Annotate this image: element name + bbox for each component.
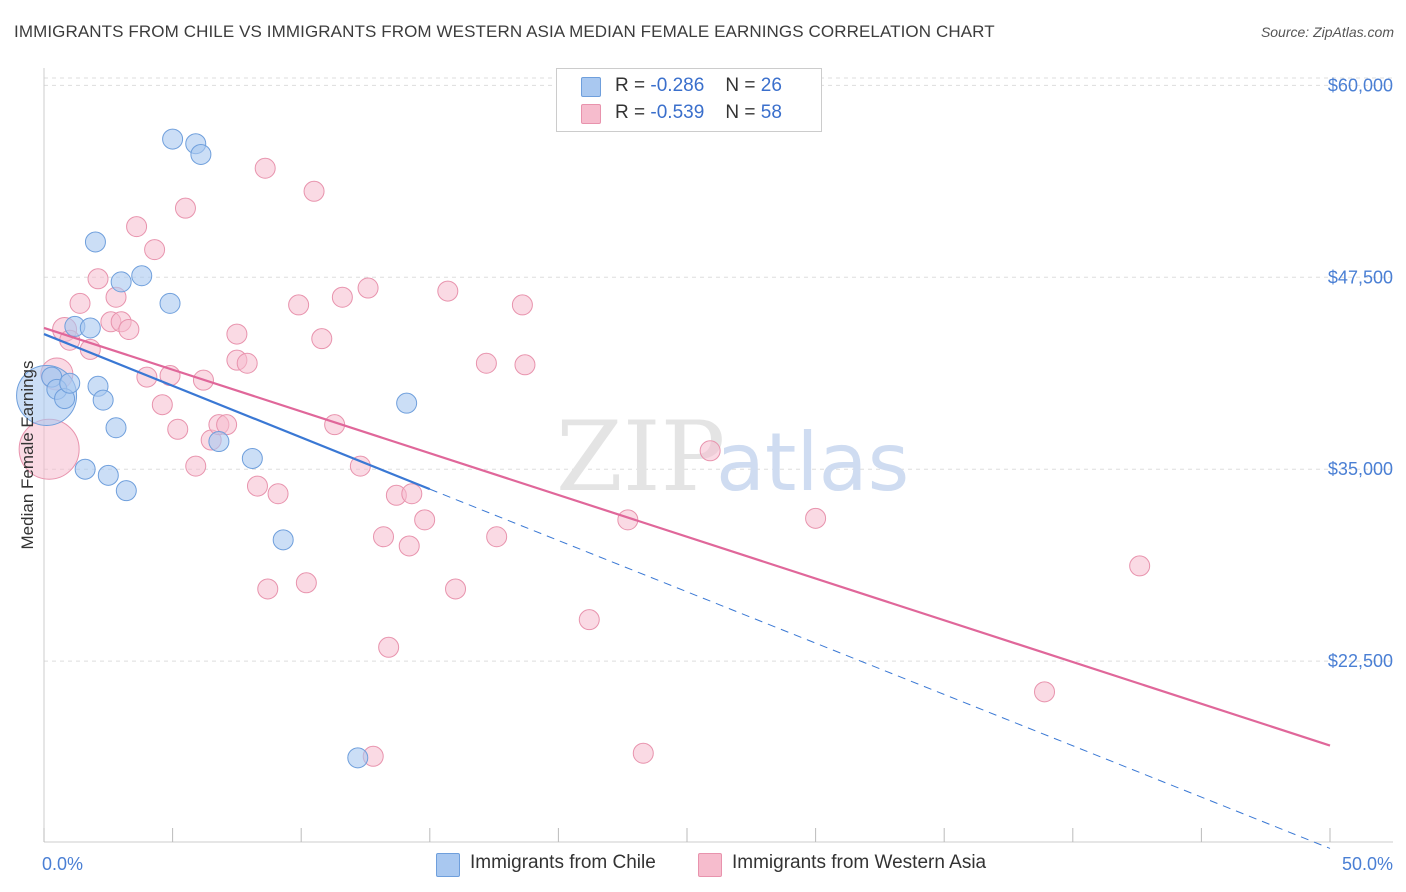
y-tick-label: $60,000 — [1328, 75, 1393, 95]
bottom-legend-swatch-wasia — [698, 853, 722, 877]
trend-line-chile-extension — [429, 488, 1331, 849]
data-point-western-asia — [632, 742, 654, 764]
trend-lines — [43, 326, 1331, 849]
data-point-western-asia — [126, 216, 148, 238]
data-point-chile — [162, 128, 184, 150]
data-point-western-asia — [414, 509, 436, 531]
data-point-western-asia — [445, 578, 467, 600]
data-point-western-asia — [226, 323, 248, 345]
data-point-western-asia — [174, 197, 196, 219]
data-point-chile — [92, 389, 114, 411]
legend-wasia-r-label: R = — [615, 102, 646, 123]
data-point-western-asia — [398, 535, 420, 557]
data-point-western-asia — [699, 440, 721, 462]
data-point-chile — [396, 392, 418, 414]
data-point-chile — [84, 231, 106, 253]
x-tick-label: 0.0% — [42, 854, 83, 874]
data-point-western-asia — [437, 280, 459, 302]
data-point-chile — [131, 265, 153, 287]
data-point-western-asia — [311, 328, 333, 350]
data-point-western-asia — [151, 394, 173, 416]
data-point-chile — [241, 447, 263, 469]
data-point-western-asia — [805, 507, 827, 529]
data-point-western-asia — [254, 157, 276, 179]
data-point-western-asia — [295, 572, 317, 594]
watermark-atlas: atlas — [716, 416, 909, 509]
data-point-western-asia — [303, 180, 325, 202]
data-point-western-asia — [1129, 555, 1151, 577]
legend-chile-n-label: N = — [725, 75, 756, 96]
data-point-chile — [105, 417, 127, 439]
legend-chile-n-value: 26 — [760, 75, 782, 96]
data-point-western-asia — [373, 526, 395, 548]
data-point-western-asia — [357, 277, 379, 299]
data-point-western-asia — [87, 268, 109, 290]
data-point-western-asia — [1034, 681, 1056, 703]
y-tick-label: $35,000 — [1328, 459, 1393, 479]
legend-wasia-r-value: -0.539 — [650, 102, 705, 123]
watermark-zip: ZIP — [556, 401, 725, 513]
trend-line-chile — [43, 333, 431, 491]
data-point-western-asia — [578, 609, 600, 631]
y-tick-label: $47,500 — [1328, 267, 1393, 287]
data-point-western-asia — [514, 354, 536, 376]
data-point-western-asia — [288, 294, 310, 316]
correlation-legend: R = -0.286 N = 26 R = -0.539 N = 58 — [556, 68, 822, 132]
chart-title: IMMIGRANTS FROM CHILE VS IMMIGRANTS FROM… — [14, 22, 995, 41]
legend-wasia-n-value: 58 — [760, 102, 782, 123]
data-point-western-asia — [401, 483, 423, 505]
series-chile-points — [16, 128, 418, 769]
data-point-western-asia — [136, 366, 158, 388]
y-axis-label: Median Female Earnings — [18, 361, 37, 550]
legend-wasia-n-label: N = — [725, 102, 756, 123]
trend-line-western-asia — [43, 326, 1331, 747]
bottom-legend-label-chile: Immigrants from Chile — [470, 852, 656, 873]
data-point-chile — [74, 458, 96, 480]
data-point-western-asia — [69, 292, 91, 314]
x-tick-label: 50.0% — [1342, 854, 1393, 874]
data-point-chile — [59, 372, 81, 394]
data-point-chile — [115, 480, 137, 502]
legend-chile-r-label: R = — [615, 75, 646, 96]
data-point-western-asia — [486, 526, 508, 548]
data-point-western-asia — [236, 352, 258, 374]
data-point-western-asia — [167, 418, 189, 440]
data-point-western-asia — [378, 636, 400, 658]
data-point-western-asia — [267, 483, 289, 505]
source-credit: Source: ZipAtlas.com — [1260, 24, 1394, 40]
data-point-western-asia — [475, 352, 497, 374]
y-tick-label: $22,500 — [1328, 651, 1393, 671]
data-point-western-asia — [246, 475, 268, 497]
watermark: ZIP atlas — [556, 401, 909, 513]
data-point-chile — [208, 431, 230, 453]
data-point-western-asia — [331, 286, 353, 308]
data-point-chile — [347, 747, 369, 769]
data-point-chile — [110, 271, 132, 293]
bottom-legend-label-wasia: Immigrants from Western Asia — [732, 852, 987, 873]
legend-chile-r-value: -0.286 — [650, 75, 705, 96]
data-point-chile — [79, 317, 101, 339]
bottom-legend-swatch-chile — [436, 853, 460, 877]
data-point-chile — [97, 464, 119, 486]
legend-swatch-chile — [581, 77, 601, 97]
x-tick-labels: 0.0% 50.0% — [42, 854, 1393, 874]
data-point-western-asia — [118, 318, 140, 340]
data-point-chile — [190, 143, 212, 165]
data-point-western-asia — [185, 455, 207, 477]
data-point-western-asia — [511, 294, 533, 316]
data-point-chile — [272, 529, 294, 551]
data-point-western-asia — [144, 239, 166, 261]
data-point-western-asia — [257, 578, 279, 600]
legend-swatch-wasia — [581, 104, 601, 124]
data-point-chile — [159, 292, 181, 314]
y-tick-labels: $22,500 $35,000 $47,500 $60,000 — [1328, 75, 1393, 671]
